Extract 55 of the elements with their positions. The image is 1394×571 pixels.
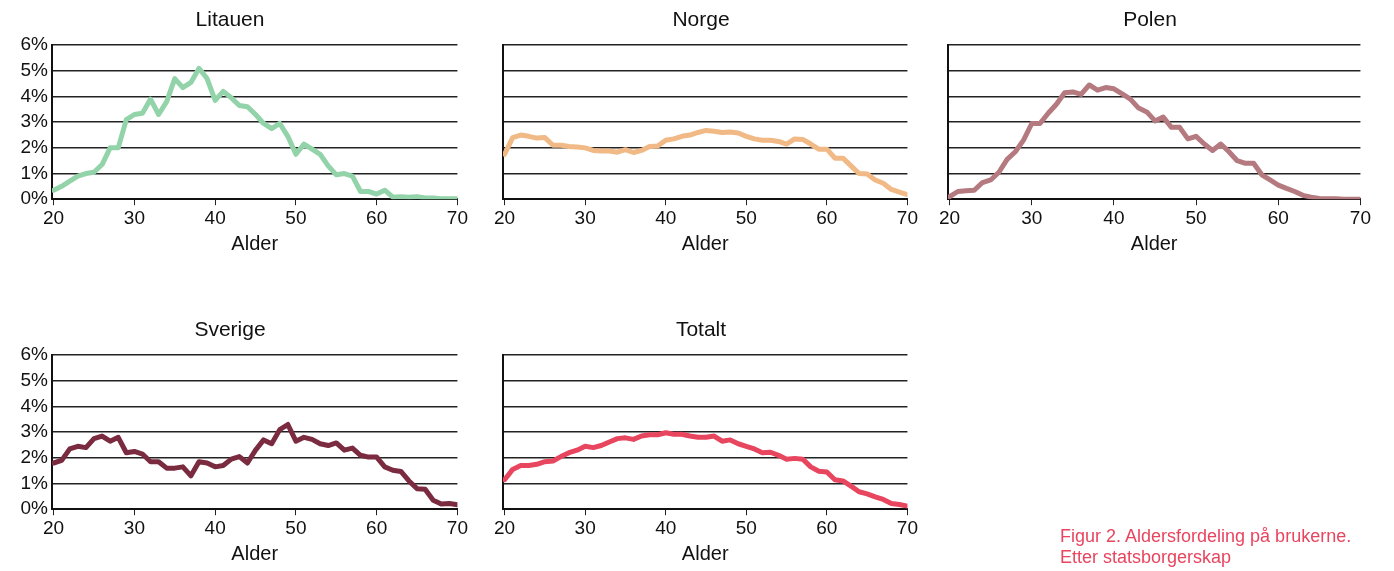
x-tick-label: 50 <box>735 516 757 538</box>
x-tick-label: 70 <box>446 206 468 228</box>
chart-title: Sverige <box>194 317 266 341</box>
y-tick-label: 1% <box>20 161 49 183</box>
x-tick-label: 20 <box>43 516 65 538</box>
x-tick-label: 40 <box>655 516 677 538</box>
x-tick-label: 40 <box>204 516 226 538</box>
x-tick-label: 20 <box>939 206 961 228</box>
x-axis-title: Alder <box>1130 231 1178 254</box>
x-tick-label: 50 <box>285 206 307 228</box>
x-tick-label: 70 <box>1349 206 1371 228</box>
y-tick-label: 6% <box>20 343 49 365</box>
y-tick-label: 5% <box>20 59 49 81</box>
x-tick-label: 60 <box>366 516 388 538</box>
x-tick-label: 30 <box>1021 206 1043 228</box>
x-tick-label: 20 <box>494 206 516 228</box>
y-tick-label: 4% <box>20 84 49 106</box>
chart-title: Totalt <box>675 317 727 341</box>
y-tick-label: 2% <box>20 136 49 158</box>
y-tick-label: 4% <box>20 394 49 416</box>
x-tick-label: 50 <box>285 516 307 538</box>
y-tick-label: 0% <box>20 497 49 519</box>
chart-title: Litauen <box>195 7 265 31</box>
text: Figur 2. Aldersfordeling på brukerne. Etter statsborgerskap <box>1060 526 1353 568</box>
x-tick-label: 20 <box>43 206 65 228</box>
x-tick-label: 70 <box>896 516 918 538</box>
x-tick-label: 20 <box>494 516 516 538</box>
x-tick-label: 50 <box>1185 206 1207 228</box>
y-tick-label: 3% <box>20 420 49 442</box>
x-tick-label: 60 <box>1267 206 1289 228</box>
x-tick-label: 60 <box>816 206 838 228</box>
x-tick-label: 40 <box>1103 206 1125 228</box>
x-tick-label: 30 <box>574 516 596 538</box>
x-axis-title: Alder <box>681 541 729 564</box>
y-tick-label: 2% <box>20 446 49 468</box>
y-tick-label: 0% <box>20 187 49 209</box>
chart-title: Polen <box>1123 7 1177 31</box>
x-tick-label: 40 <box>204 206 226 228</box>
x-tick-label: 70 <box>446 516 468 538</box>
x-tick-label: 70 <box>896 206 918 228</box>
y-tick-label: 3% <box>20 110 49 132</box>
y-tick-label: 6% <box>20 33 49 55</box>
x-tick-label: 30 <box>123 516 145 538</box>
x-axis-title: Alder <box>681 231 729 254</box>
y-tick-label: 5% <box>20 369 49 391</box>
y-tick-label: 1% <box>20 471 49 493</box>
x-tick-label: 60 <box>366 206 388 228</box>
x-tick-label: 60 <box>816 516 838 538</box>
chart-title: Norge <box>672 7 730 31</box>
x-tick-label: 40 <box>655 206 677 228</box>
x-tick-label: 50 <box>735 206 757 228</box>
x-axis-title: Alder <box>231 231 279 254</box>
x-tick-label: 30 <box>123 206 145 228</box>
x-axis-title: Alder <box>231 541 279 564</box>
x-tick-label: 30 <box>574 206 596 228</box>
